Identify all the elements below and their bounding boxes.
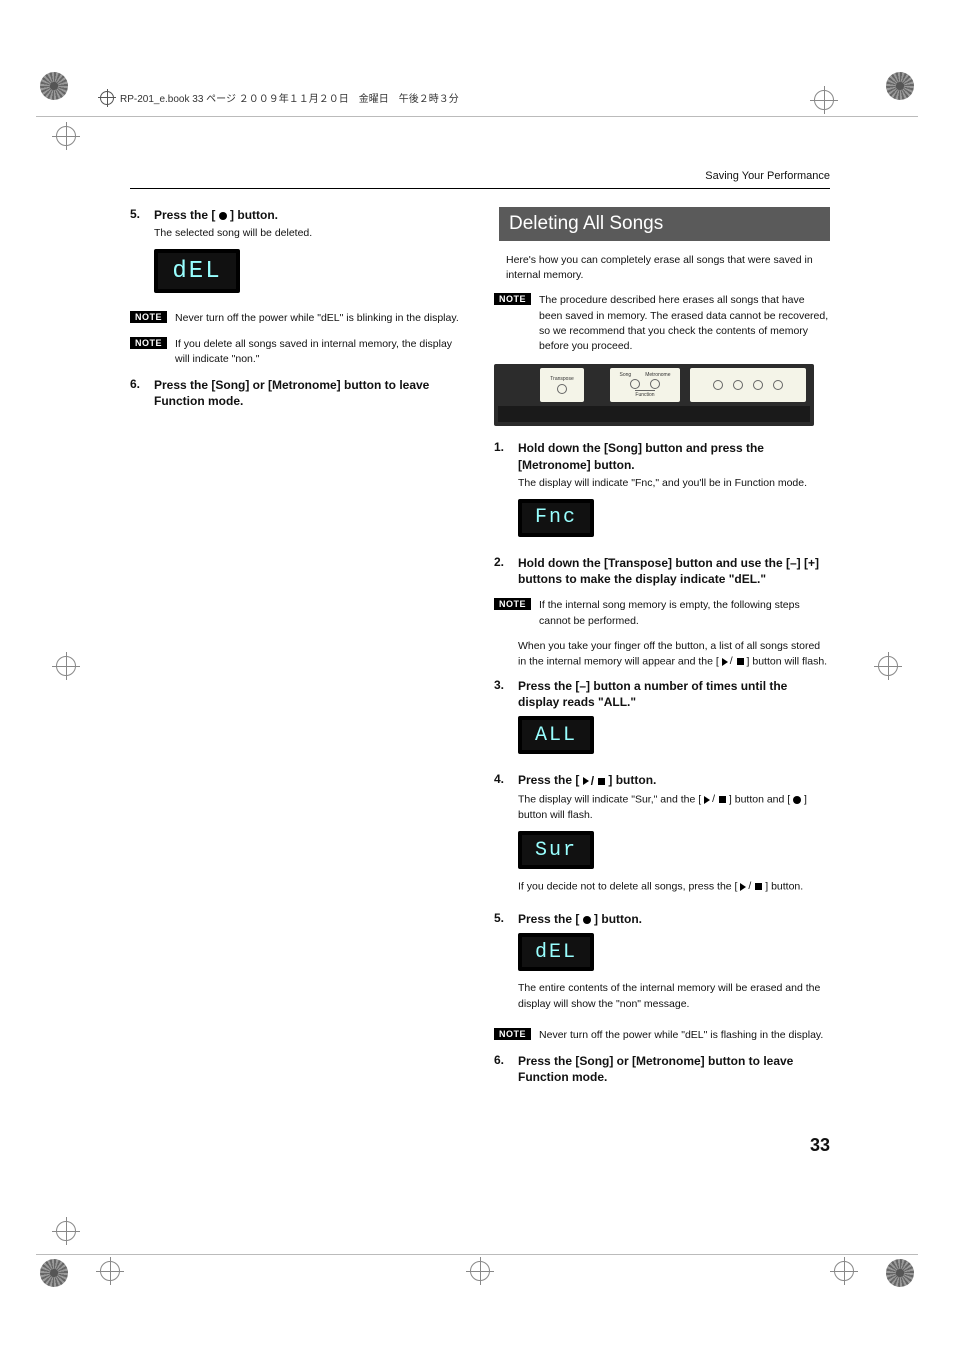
registration-mark-corner: [886, 1259, 914, 1287]
display-all: ALL: [518, 716, 594, 754]
registration-mark: [56, 656, 76, 676]
play-stop-icon: /: [704, 792, 726, 807]
step-3-title: Press the [–] button a number of times u…: [518, 678, 830, 710]
note-badge: NOTE: [130, 337, 167, 349]
step-number: 4.: [494, 772, 518, 903]
panel-label-song: Song: [620, 372, 632, 378]
step-number: 3.: [494, 678, 518, 764]
panel-label-metronome: Metronome: [645, 372, 670, 378]
step-1-title: Hold down the [Song] button and press th…: [518, 440, 830, 472]
step-number: 2.: [494, 555, 518, 590]
step-2-text: When you take your finger off the button…: [518, 639, 830, 670]
step-5-text: The selected song will be deleted.: [154, 226, 466, 241]
note-text: If you delete all songs saved in interna…: [175, 337, 466, 367]
right-column: Deleting All Songs Here's how you can co…: [494, 207, 830, 1096]
registration-mark-corner: [886, 72, 914, 100]
registration-mark: [56, 126, 76, 146]
record-icon: [583, 916, 591, 924]
registration-mark-corner: [40, 72, 68, 100]
crop-line: [36, 116, 918, 117]
note-badge: NOTE: [494, 293, 531, 305]
play-stop-icon: /: [740, 879, 762, 894]
page-section-label: Saving Your Performance: [130, 170, 830, 189]
panel-button-icon: [713, 380, 723, 390]
step-number: 5.: [130, 207, 154, 303]
play-stop-icon: /: [722, 654, 744, 669]
page-number: 33: [810, 1135, 830, 1156]
display-del: dEL: [154, 249, 240, 293]
control-panel-illustration: Transpose Song Metronome Function: [494, 364, 814, 426]
panel-button-icon: [753, 380, 763, 390]
panel-button-icon: [733, 380, 743, 390]
step-5-title: Press the [ ] button.: [154, 207, 466, 223]
registration-mark: [834, 1261, 854, 1281]
display-fnc: Fnc: [518, 499, 594, 537]
section-intro: Here's how you can completely erase all …: [506, 253, 830, 283]
step-number: 1.: [494, 440, 518, 547]
panel-button-icon: [630, 379, 640, 389]
step-6-title: Press the [Song] or [Metronome] button t…: [154, 377, 466, 409]
step-5-text: The entire contents of the internal memo…: [518, 981, 830, 1011]
section-heading: Deleting All Songs: [494, 207, 830, 241]
record-icon: [219, 212, 227, 220]
panel-label-function: Function: [635, 390, 654, 398]
note-text: If the internal song memory is empty, th…: [539, 598, 830, 628]
registration-mark: [100, 1261, 120, 1281]
step-4-title: Press the [ / ] button.: [518, 772, 830, 789]
crosshair-icon: [100, 91, 114, 105]
play-stop-icon: /: [583, 773, 605, 789]
display-del: dEL: [518, 933, 594, 971]
step-4-text: The display will indicate "Sur," and the…: [518, 792, 830, 823]
step-number: 6.: [494, 1053, 518, 1088]
registration-mark: [878, 656, 898, 676]
step-2-title: Hold down the [Transpose] button and use…: [518, 555, 830, 587]
note-badge: NOTE: [494, 598, 531, 610]
panel-button-icon: [773, 380, 783, 390]
note-text: Never turn off the power while "dEL" is …: [539, 1028, 830, 1043]
print-header: RP-201_e.book 33 ページ ２００９年１１月２０日 金曜日 午後２…: [100, 90, 854, 105]
record-icon: [793, 796, 801, 804]
panel-label-transpose: Transpose: [550, 376, 573, 382]
step-5-title: Press the [ ] button.: [518, 911, 830, 927]
registration-mark: [56, 1221, 76, 1241]
note-badge: NOTE: [494, 1028, 531, 1040]
registration-mark: [470, 1261, 490, 1281]
step-6-title: Press the [Song] or [Metronome] button t…: [518, 1053, 830, 1085]
print-info-text: RP-201_e.book 33 ページ ２００９年１１月２０日 金曜日 午後２…: [120, 90, 459, 105]
note-text: The procedure described here erases all …: [539, 293, 830, 354]
step-number: 6.: [130, 377, 154, 412]
step-4-text2: If you decide not to delete all songs, p…: [518, 879, 830, 895]
panel-button-icon: [650, 379, 660, 389]
note-text: Never turn off the power while "dEL" is …: [175, 311, 466, 326]
step-number: 5.: [494, 911, 518, 1020]
panel-button-icon: [557, 384, 567, 394]
display-sur: Sur: [518, 831, 594, 869]
registration-mark-corner: [40, 1259, 68, 1287]
panel-lower-strip: [498, 406, 810, 422]
step-1-text: The display will indicate "Fnc," and you…: [518, 476, 830, 491]
crop-line: [36, 1254, 918, 1255]
note-badge: NOTE: [130, 311, 167, 323]
page-content: Saving Your Performance 5. Press the [ ]…: [130, 170, 830, 1096]
left-column: 5. Press the [ ] button. The selected so…: [130, 207, 466, 1096]
